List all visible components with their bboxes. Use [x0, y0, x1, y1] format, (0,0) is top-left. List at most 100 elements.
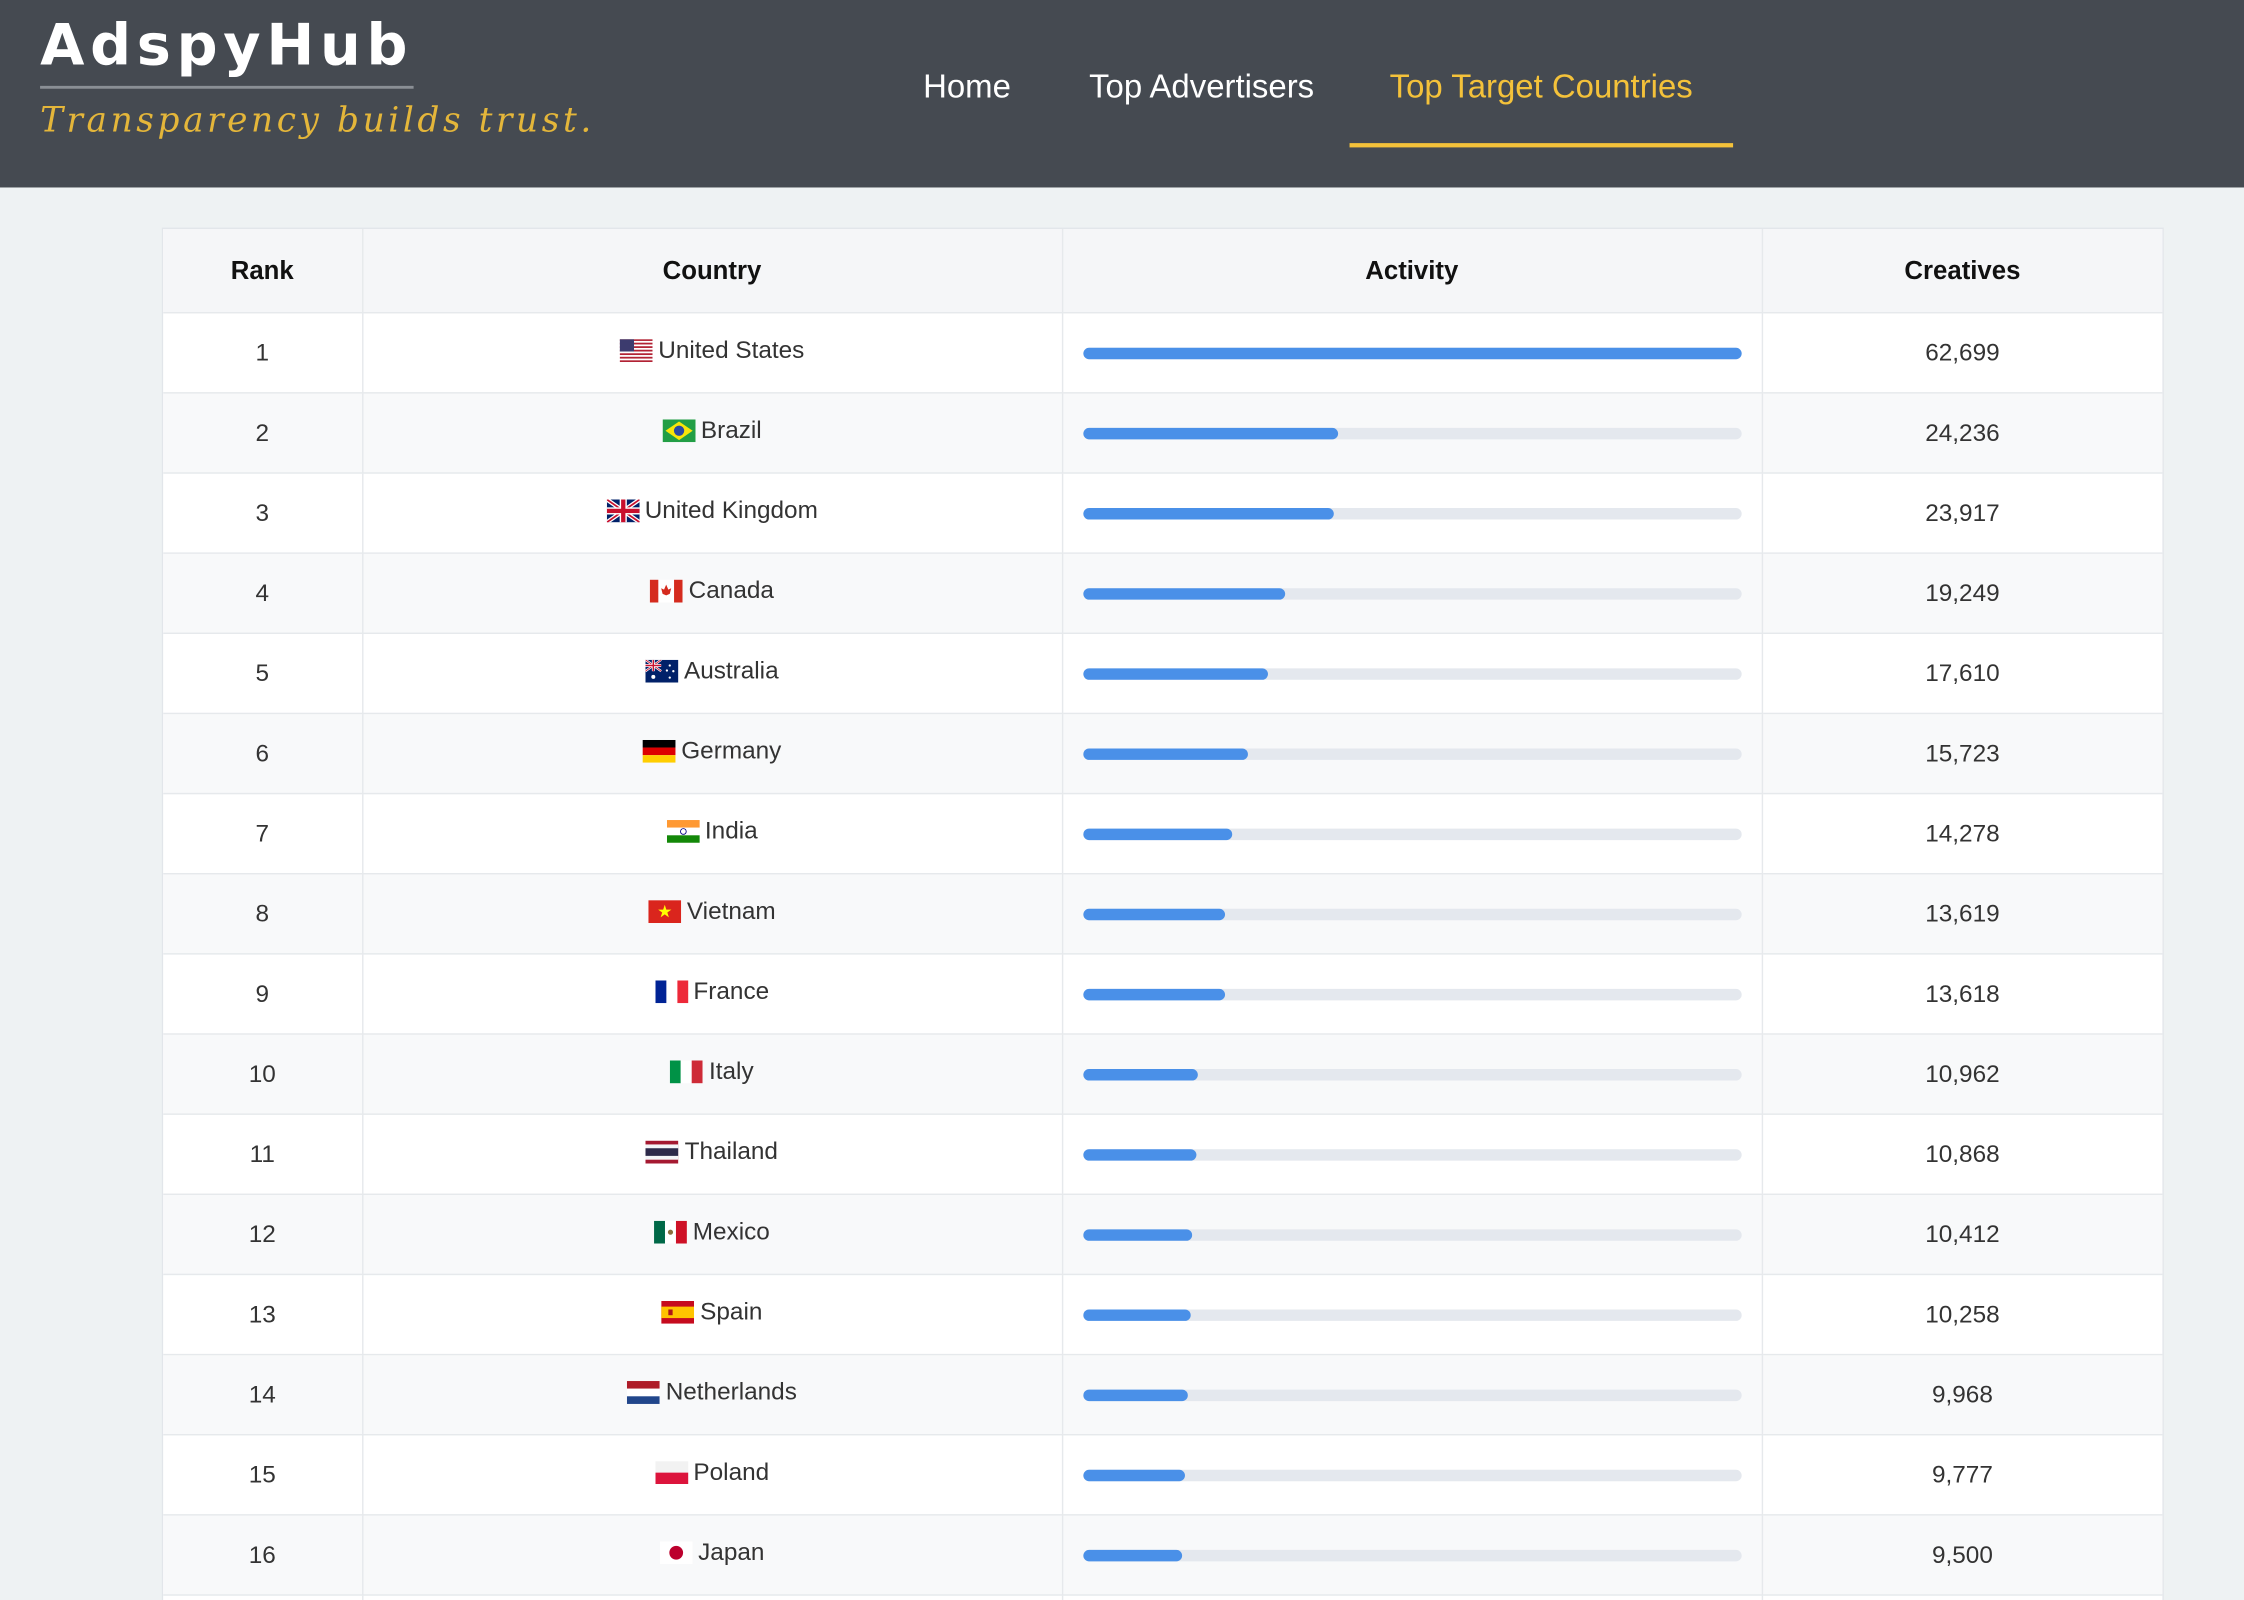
activity-bar — [1082, 1228, 1741, 1241]
table-row[interactable] — [163, 1594, 2163, 1600]
creatives-cell: 24,236 — [1761, 392, 2163, 474]
activity-bar-fill — [1082, 908, 1226, 920]
country-label-group: Spain — [661, 1298, 762, 1327]
table-row[interactable]: 5 Australia 17,610 — [163, 633, 2163, 715]
activity-cell — [1061, 873, 1763, 955]
activity-bar-fill — [1082, 1388, 1188, 1401]
activity-bar — [1082, 1308, 1741, 1321]
activity-cell — [1061, 553, 1763, 634]
table-row[interactable]: 16 Japan 9,500 — [163, 1514, 2163, 1596]
country-name: Mexico — [692, 1217, 770, 1246]
in-flag-icon — [666, 820, 700, 843]
rank-cell: 6 — [163, 713, 363, 795]
table-row[interactable]: 9 France 13,618 — [163, 953, 2163, 1035]
table-row[interactable]: 14 Netherlands 9,968 — [163, 1354, 2163, 1436]
activity-column-header[interactable]: Activity — [1061, 228, 1763, 314]
table-row[interactable]: 6 Germany 15,723 — [163, 713, 2163, 795]
table-row[interactable]: 7 India 14,278 — [163, 793, 2163, 875]
activity-bar-fill — [1082, 1469, 1186, 1481]
activity-bar — [1082, 507, 1741, 519]
country-cell: India — [362, 793, 1063, 875]
countries-table-card: Rank Country Activity Creatives 1 United … — [161, 227, 2164, 1600]
rank-cell: 1 — [163, 312, 363, 394]
creatives-cell: 19,249 — [1761, 553, 2163, 634]
country-label-group: France — [654, 977, 769, 1006]
jp-flag-icon — [659, 1541, 693, 1565]
table-row[interactable]: 13 Spain 10,258 — [163, 1274, 2163, 1356]
activity-cell — [1061, 953, 1763, 1035]
country-name: Japan — [698, 1538, 765, 1566]
country-name: Australia — [683, 656, 779, 685]
creatives-cell: 14,278 — [1761, 793, 2163, 875]
country-cell: Thailand — [362, 1114, 1063, 1195]
country-label-group: Brazil — [662, 416, 762, 445]
creatives-cell: 10,412 — [1761, 1194, 2163, 1276]
creatives-cell: 62,699 — [1761, 312, 2163, 394]
nl-flag-icon — [627, 1381, 660, 1404]
nav-item-top-target-countries[interactable]: Top Target Countries — [1349, 67, 1733, 148]
country-cell: Australia — [362, 633, 1063, 715]
country-name: Italy — [708, 1057, 754, 1085]
activity-bar — [1082, 988, 1741, 1000]
country-cell: Canada — [362, 553, 1063, 634]
rank-cell: 5 — [163, 633, 363, 715]
creatives-column-header[interactable]: Creatives — [1761, 228, 2163, 314]
country-name: Thailand — [684, 1137, 778, 1165]
table-row[interactable]: 4 Canada 19,249 — [163, 553, 2163, 634]
rank-cell — [163, 1594, 363, 1600]
table-row[interactable]: 10 Italy 10,962 — [163, 1033, 2163, 1115]
creatives-cell — [1761, 1594, 2163, 1600]
activity-bar-fill — [1082, 827, 1233, 840]
country-cell: United States — [362, 312, 1063, 394]
activity-bar — [1082, 1148, 1741, 1160]
activity-cell — [1061, 392, 1763, 474]
activity-cell — [1061, 1354, 1763, 1436]
gb-flag-icon — [606, 499, 640, 523]
country-name: Vietnam — [686, 897, 776, 925]
table-row[interactable]: 12 Mexico 10,412 — [163, 1194, 2163, 1276]
country-name: Netherlands — [665, 1378, 797, 1406]
creatives-cell: 15,723 — [1761, 713, 2163, 795]
rank-column-header[interactable]: Rank — [163, 228, 363, 314]
table-row[interactable]: 3 United Kingdom 23,917 — [163, 472, 2163, 554]
country-label-group: Poland — [654, 1458, 769, 1487]
activity-bar — [1082, 667, 1741, 680]
table-row[interactable]: 15 Poland 9,777 — [163, 1434, 2163, 1516]
country-label-group: Canada — [650, 577, 774, 606]
country-name: United Kingdom — [644, 496, 818, 524]
activity-bar — [1082, 427, 1741, 439]
nav-item-home[interactable]: Home — [923, 67, 1011, 105]
country-name: United States — [658, 336, 805, 364]
th-flag-icon — [645, 1140, 679, 1164]
activity-cell — [1061, 1594, 1763, 1600]
activity-bar-fill — [1082, 747, 1248, 760]
rank-cell: 11 — [163, 1114, 363, 1195]
table-row[interactable]: 1 United States 62,699 — [163, 312, 2163, 394]
rank-cell: 9 — [163, 953, 363, 1035]
activity-cell — [1061, 1514, 1763, 1596]
activity-cell — [1061, 713, 1763, 795]
pl-flag-icon — [654, 1461, 688, 1485]
mx-flag-icon — [654, 1220, 688, 1244]
country-label-group: Australia — [645, 656, 779, 686]
brand-logo[interactable]: AdspyHub Transparency builds trust. — [40, 11, 595, 140]
creatives-cell: 23,917 — [1761, 472, 2163, 554]
de-flag-icon — [642, 739, 676, 763]
activity-bar — [1082, 827, 1741, 840]
table-row[interactable]: 11 Thailand 10,868 — [163, 1114, 2163, 1195]
brand-tagline: Transparency builds trust. — [40, 100, 595, 141]
activity-bar — [1082, 1068, 1741, 1080]
country-cell: Japan — [362, 1514, 1063, 1596]
table-row[interactable]: 2 Brazil 24,236 — [163, 392, 2163, 474]
creatives-cell: 10,962 — [1761, 1033, 2163, 1115]
us-flag-icon — [619, 339, 653, 363]
nav-item-top-advertisers[interactable]: Top Advertisers — [1089, 67, 1315, 105]
activity-bar-fill — [1082, 1228, 1192, 1241]
rank-cell: 3 — [163, 472, 363, 554]
top-navigation-bar: AdspyHub Transparency builds trust. Home… — [0, 0, 2244, 188]
activity-cell — [1061, 1033, 1763, 1115]
table-row[interactable]: 8 Vietnam 13,619 — [163, 873, 2163, 955]
rank-cell: 12 — [163, 1194, 363, 1276]
country-column-header[interactable]: Country — [362, 228, 1063, 314]
activity-bar-fill — [1082, 1148, 1197, 1160]
